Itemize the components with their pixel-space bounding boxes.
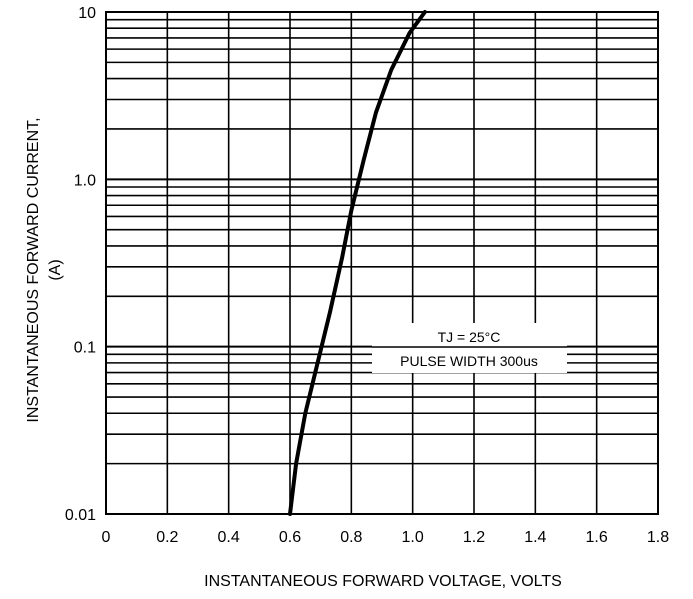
x-tick-label: 0.6 xyxy=(279,529,301,546)
x-tick-label: 1.4 xyxy=(524,529,546,546)
y-axis-label-unit: (A) xyxy=(47,259,64,280)
y-tick-label: 0.01 xyxy=(65,507,96,524)
x-tick-label: 1.2 xyxy=(463,529,485,546)
annotation-box: TJ = 25°C PULSE WIDTH 300us xyxy=(372,323,567,373)
annotation-pulse-width: PULSE WIDTH 300us xyxy=(400,353,538,369)
y-axis-label: INSTANTANEOUS FORWARD CURRENT, xyxy=(25,117,42,422)
y-tick-label: 10 xyxy=(78,5,96,22)
x-tick-label: 0 xyxy=(102,529,111,546)
x-tick-label: 0.4 xyxy=(218,529,240,546)
tick-labels: 0 0.2 0.4 0.6 0.8 1.0 1.2 1.4 1.6 1.8 0.01 0.1 1.0 10 xyxy=(65,5,669,546)
plot-frame xyxy=(105,11,659,515)
forward-current-curve xyxy=(288,10,427,516)
x-tick-label: 0.8 xyxy=(340,529,362,546)
annotation-background xyxy=(372,323,567,373)
annotation-temperature: TJ = 25°C xyxy=(438,329,501,345)
grid-lines xyxy=(105,11,659,515)
x-axis-label: INSTANTANEOUS FORWARD VOLTAGE, VOLTS xyxy=(204,573,562,590)
series-layer xyxy=(288,10,427,516)
y-tick-label: 1.0 xyxy=(74,172,96,189)
x-tick-label: 1.6 xyxy=(586,529,608,546)
x-tick-label: 0.2 xyxy=(156,529,178,546)
y-tick-label: 0.1 xyxy=(74,340,96,357)
x-tick-label: 1.0 xyxy=(402,529,424,546)
x-tick-label: 1.8 xyxy=(647,529,669,546)
